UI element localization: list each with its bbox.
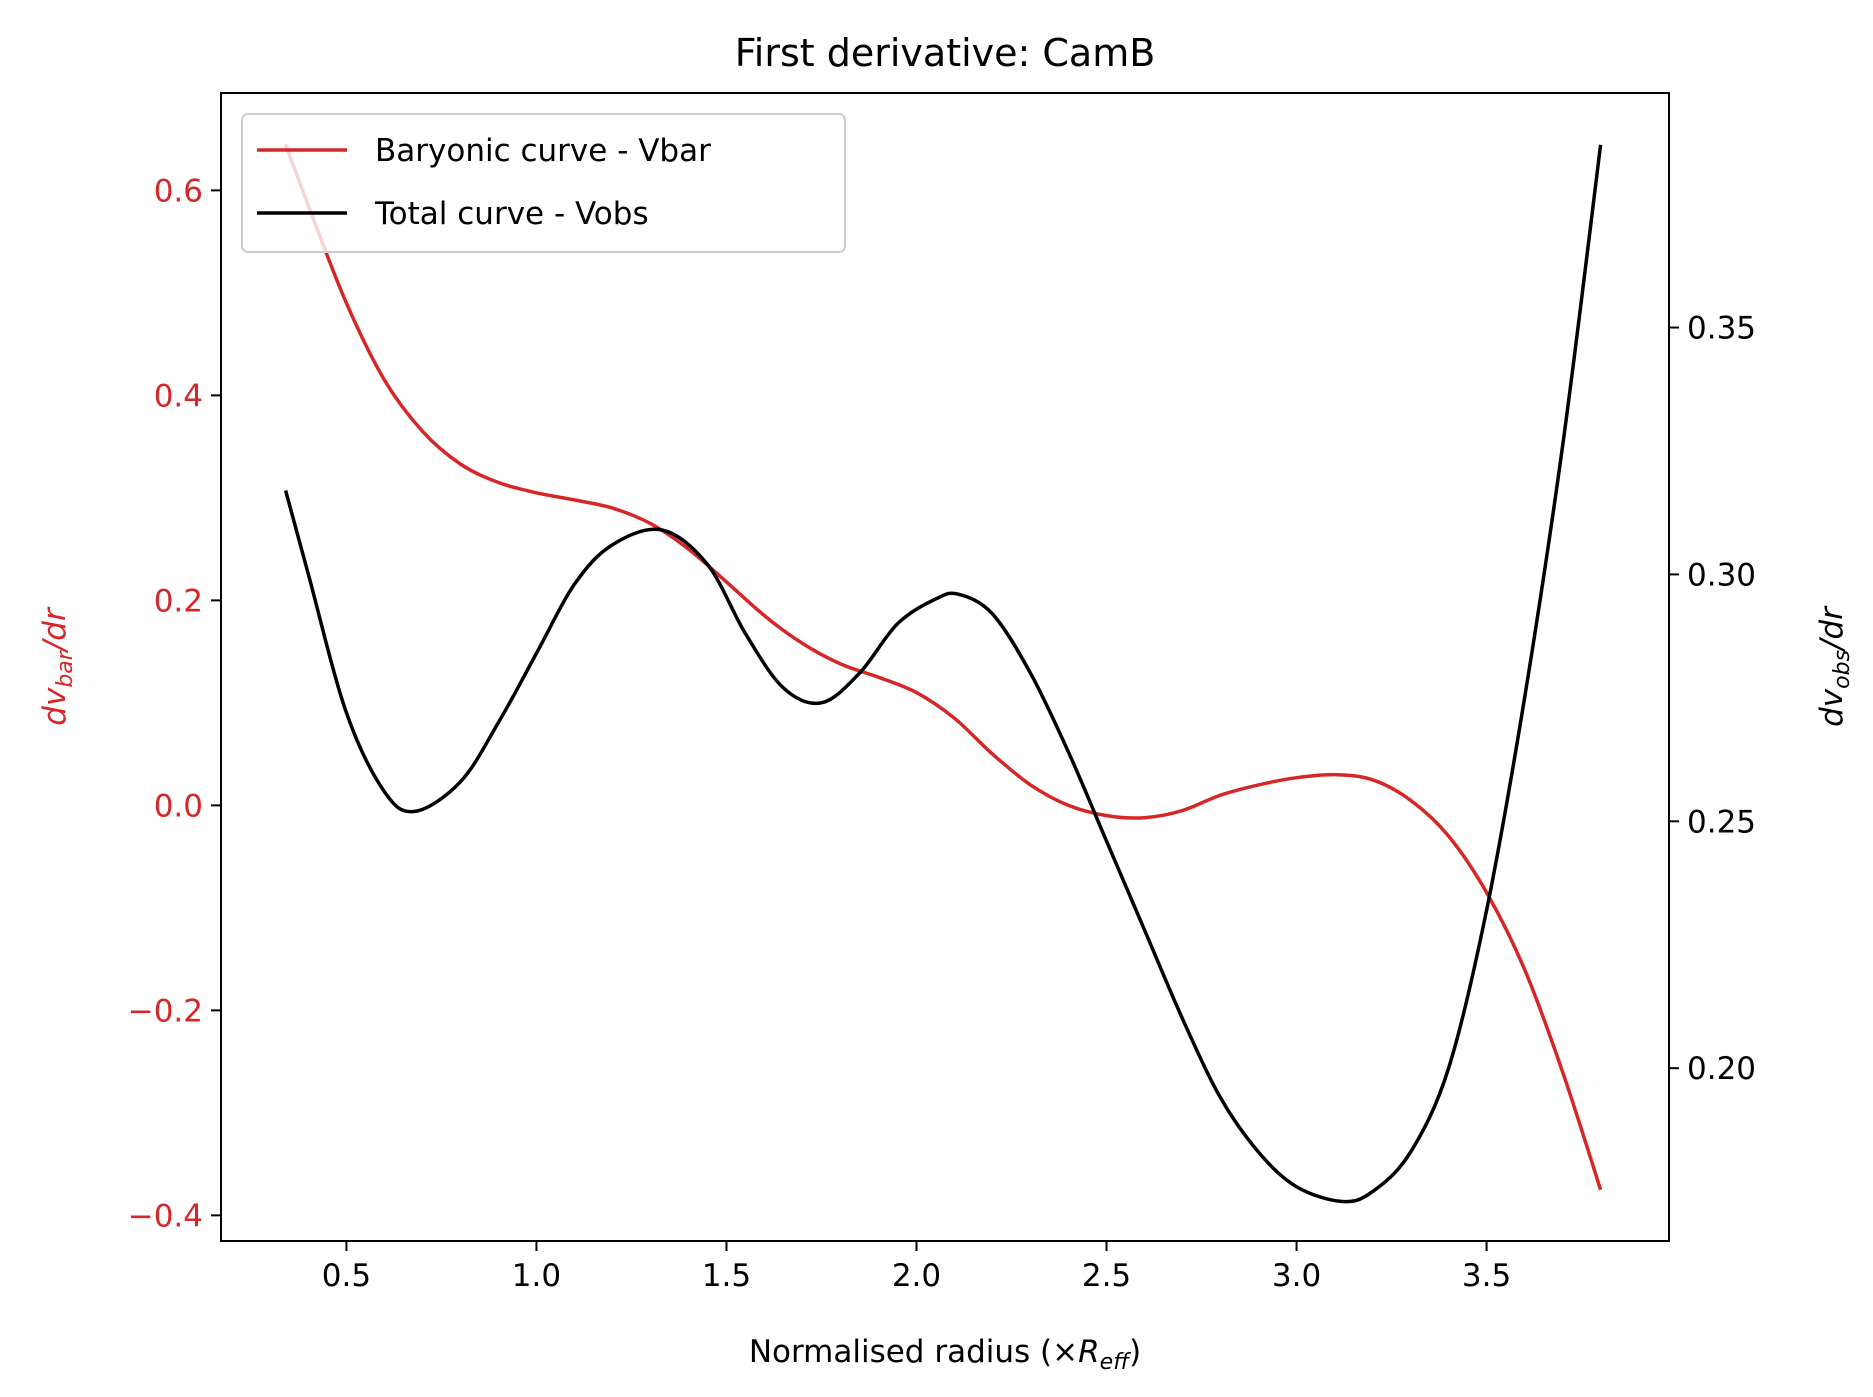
x-axis-label: Normalised radius (×Reff) — [749, 1334, 1141, 1375]
plot-frame — [220, 92, 1670, 1242]
right-tick-label: 0.35 — [1687, 311, 1756, 347]
right-tick-label: 0.30 — [1687, 557, 1756, 593]
x-tick-label: 1.5 — [702, 1258, 751, 1294]
right-axis-ticks: 0.20 0.25 0.30 0.35 — [1669, 311, 1756, 1087]
right-tick-label: 0.25 — [1687, 804, 1756, 840]
left-tick-label: 0.2 — [154, 583, 203, 619]
left-tick-label: 0.6 — [154, 173, 203, 209]
left-tick-label: 0.4 — [154, 378, 203, 414]
x-tick-label: 3.0 — [1272, 1258, 1321, 1294]
left-tick-label: −0.2 — [128, 993, 203, 1029]
left-axis-label: dvbar/dr — [37, 606, 78, 726]
right-axis-label: dvobs/dr — [1814, 605, 1855, 727]
legend-label-vobs: Total curve - Vobs — [374, 196, 649, 232]
x-axis-ticks: 0.5 1.0 1.5 2.0 2.5 3.0 3.5 — [322, 1241, 1511, 1294]
left-tick-label: −0.4 — [128, 1198, 203, 1234]
x-tick-label: 2.0 — [892, 1258, 941, 1294]
left-tick-label: 0.0 — [154, 788, 203, 824]
legend-label-vbar: Baryonic curve - Vbar — [375, 133, 711, 169]
left-axis-ticks: −0.4 −0.2 0.0 0.2 0.4 0.6 — [128, 173, 221, 1234]
x-tick-label: 2.5 — [1082, 1258, 1131, 1294]
series-layer — [283, 143, 1603, 1204]
legend: Baryonic curve - Vbar Total curve - Vobs — [241, 113, 846, 253]
vobs-line — [283, 144, 1603, 1204]
chart-title: First derivative: CamB — [735, 31, 1156, 75]
x-tick-label: 3.5 — [1462, 1258, 1511, 1294]
right-tick-label: 0.20 — [1687, 1051, 1756, 1087]
x-tick-label: 0.5 — [322, 1258, 371, 1294]
legend-box — [241, 113, 846, 253]
vbar-line — [283, 143, 1603, 1191]
x-tick-label: 1.0 — [512, 1258, 561, 1294]
